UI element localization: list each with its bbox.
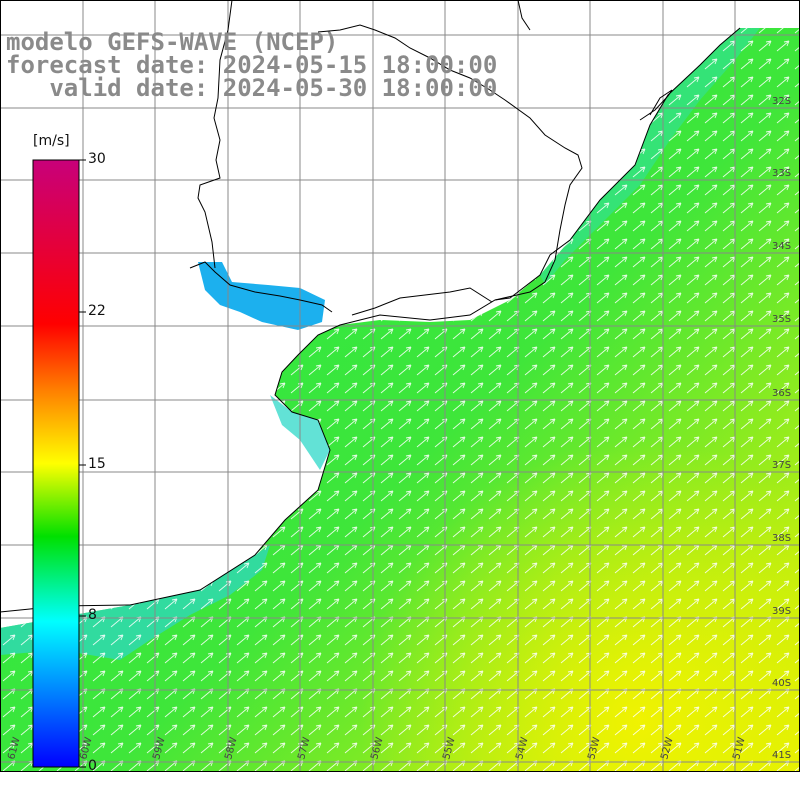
lat-label: 37S	[772, 460, 791, 471]
lat-label: 39S	[772, 606, 791, 617]
colorbar-tick-label: 0	[88, 758, 97, 774]
lat-label: 33S	[772, 168, 791, 179]
title-valid-date: valid date: 2024-05-30 18:00:00	[6, 74, 498, 102]
lat-label: 40S	[772, 678, 791, 689]
colorbar-tick-label: 22	[88, 303, 106, 319]
lat-label: 35S	[772, 314, 791, 325]
colorbar-tick-label: 15	[88, 456, 106, 472]
lat-label: 36S	[772, 388, 791, 399]
title-forecast-date: forecast date: 2024-05-15 18:00:00	[6, 51, 498, 79]
colorbar-tick-label: 8	[88, 607, 97, 623]
lat-labels: 32S 33S 34S 35S 36S 37S 38S 39S 40S 41S	[772, 96, 791, 761]
coastline	[0, 0, 741, 613]
lat-label: 34S	[772, 241, 791, 252]
grid-lines	[0, 0, 800, 772]
colorbar-units: [m/s]	[33, 133, 70, 149]
colorbar-tick-label: 30	[88, 151, 106, 167]
lat-label: 41S	[772, 750, 791, 761]
lat-label: 32S	[772, 96, 791, 107]
colorbar	[32, 159, 86, 768]
lat-label: 38S	[772, 533, 791, 544]
title-model: modelo GEFS-WAVE (NCEP)	[6, 28, 339, 56]
